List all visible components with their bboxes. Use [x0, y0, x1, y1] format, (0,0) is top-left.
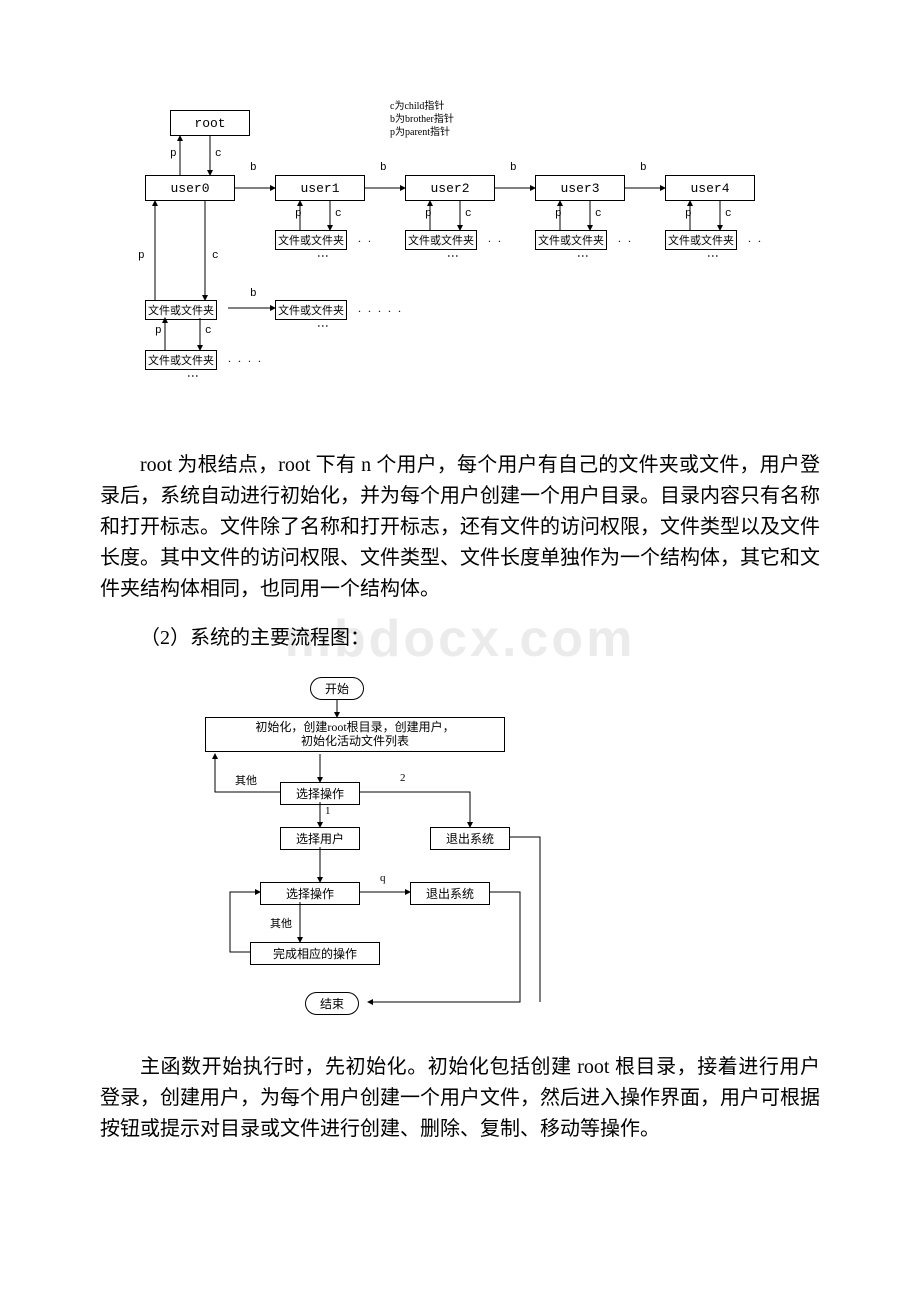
- legend: c为child指针 b为brother指针 p为parent指针: [390, 100, 454, 139]
- lbl-p-root: p: [170, 148, 177, 160]
- flow-end: 结束: [305, 992, 359, 1015]
- lbl-p-u4: p: [685, 208, 692, 220]
- flow-exit2: 退出系统: [410, 882, 490, 905]
- lbl-b-12: b: [380, 162, 387, 174]
- dots-5: . . . . .: [358, 301, 403, 316]
- vdots-2: ⋮: [445, 250, 460, 264]
- vdots-3: ⋮: [575, 250, 590, 264]
- dots-6: . . . .: [228, 351, 263, 366]
- lbl-b-01: b: [250, 162, 257, 174]
- lbl-c-u1: c: [335, 208, 342, 220]
- dots-1: . .: [358, 231, 373, 246]
- lbl-c-u4: c: [725, 208, 732, 220]
- lbl-c-u3: c: [595, 208, 602, 220]
- file-u0-b: 文件或文件夹: [275, 300, 347, 320]
- vdots-6: ⋮: [185, 370, 200, 384]
- flow-init: 初始化，创建root根目录，创建用户， 初始化活动文件列表: [205, 717, 505, 752]
- lbl-b-34: b: [640, 162, 647, 174]
- lbl-p-u2: p: [425, 208, 432, 220]
- vdots-4: ⋮: [705, 250, 720, 264]
- user4-node: user4: [665, 175, 755, 201]
- flow-select-op1: 选择操作: [280, 782, 360, 805]
- flow-done: 完成相应的操作: [250, 942, 380, 965]
- file-u0-a: 文件或文件夹: [145, 300, 217, 320]
- vdots-1: ⋮: [315, 250, 330, 264]
- user3-node: user3: [535, 175, 625, 201]
- file-u0-c: 文件或文件夹: [145, 350, 217, 370]
- lbl-one: 1: [325, 805, 331, 817]
- flow-select-op2: 选择操作: [260, 882, 360, 905]
- dots-4: . .: [748, 231, 763, 246]
- user2-node: user2: [405, 175, 495, 201]
- lbl-p-u1: p: [295, 208, 302, 220]
- legend-line1: c为child指针: [390, 100, 454, 113]
- legend-line3: p为parent指针: [390, 126, 454, 139]
- lbl-c-u0c: c: [205, 325, 212, 337]
- file-u1: 文件或文件夹: [275, 230, 347, 250]
- lbl-c-root: c: [215, 148, 222, 160]
- flowchart: 开始 初始化，创建root根目录，创建用户， 初始化活动文件列表 选择操作 选择…: [100, 672, 820, 1032]
- user0-node: user0: [145, 175, 235, 201]
- vdots-5: ⋮: [315, 320, 330, 334]
- flow-exit1: 退出系统: [430, 827, 510, 850]
- dots-2: . .: [488, 231, 503, 246]
- dots-3: . .: [618, 231, 633, 246]
- flow-start: 开始: [310, 677, 364, 700]
- file-u4: 文件或文件夹: [665, 230, 737, 250]
- lbl-other-2: 其他: [270, 915, 292, 931]
- lbl-p-u0c: p: [155, 325, 162, 337]
- lbl-c-u0long: c: [212, 250, 219, 262]
- lbl-p-u3: p: [555, 208, 562, 220]
- legend-line2: b为brother指针: [390, 113, 454, 126]
- tree-diagram: c为child指针 b为brother指针 p为parent指针 root us…: [100, 100, 820, 420]
- lbl-p-u0long: p: [138, 250, 145, 262]
- paragraph-2: 主函数开始执行时，先初始化。初始化包括创建 root 根目录，接着进行用户登录，…: [100, 1052, 820, 1145]
- user1-node: user1: [275, 175, 365, 201]
- lbl-b-23: b: [510, 162, 517, 174]
- file-u3: 文件或文件夹: [535, 230, 607, 250]
- flow-select-user: 选择用户: [280, 827, 360, 850]
- section-heading: （2）系统的主要流程图：: [100, 623, 820, 654]
- lbl-c-u2: c: [465, 208, 472, 220]
- lbl-two: 2: [400, 772, 406, 784]
- root-node: root: [170, 110, 250, 136]
- file-u2: 文件或文件夹: [405, 230, 477, 250]
- lbl-other-1: 其他: [235, 772, 257, 788]
- paragraph-1: root 为根结点，root 下有 n 个用户，每个用户有自己的文件夹或文件，用…: [100, 450, 820, 605]
- lbl-b-u0: b: [250, 288, 257, 300]
- lbl-q: q: [380, 872, 386, 884]
